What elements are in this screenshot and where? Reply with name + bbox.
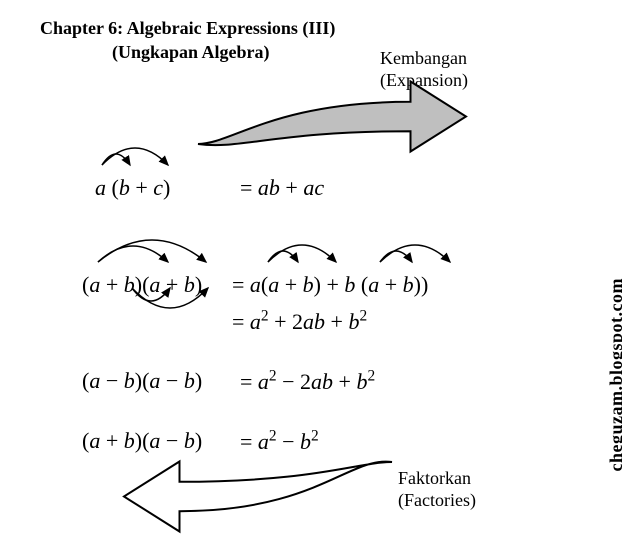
- watermark-text: cheguzam.blogspot.com: [606, 278, 622, 472]
- distribution-arc: [268, 245, 336, 262]
- distribution-arc: [102, 154, 130, 165]
- distribution-arc: [102, 148, 168, 165]
- distribution-arcs: [0, 0, 622, 555]
- distribution-arc: [132, 288, 208, 308]
- distribution-arc: [380, 245, 450, 262]
- distribution-arc: [380, 251, 412, 262]
- arcs-group: [98, 148, 450, 308]
- distribution-arc: [268, 251, 298, 262]
